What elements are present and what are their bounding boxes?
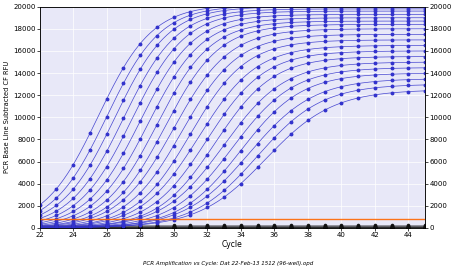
Y-axis label: PCR Base Line Subtracted CF RFU: PCR Base Line Subtracted CF RFU (4, 61, 10, 173)
Text: PCR Amplification vs Cycle: Dat 22-Feb-13 1512 (96-well).opd: PCR Amplification vs Cycle: Dat 22-Feb-1… (142, 261, 313, 266)
X-axis label: Cycle: Cycle (222, 240, 242, 248)
